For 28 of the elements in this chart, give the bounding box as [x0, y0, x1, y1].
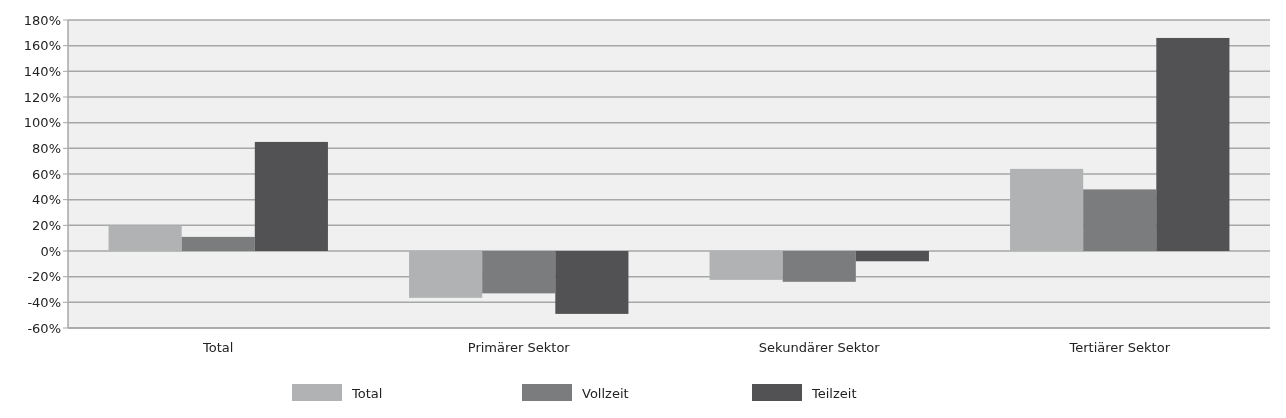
bar [555, 251, 629, 314]
x-tick-label: Tertiärer Sektor [1068, 340, 1171, 355]
legend-label: Total [351, 385, 383, 401]
bar [181, 236, 255, 251]
y-tick-label: 20% [32, 217, 61, 233]
legend-label: Vollzeit [582, 385, 629, 401]
y-tick-label: 0% [40, 243, 61, 259]
y-tick-label: 160% [23, 38, 61, 54]
legend-label: Teilzeit [811, 385, 857, 401]
bar [782, 251, 856, 282]
bar [855, 251, 929, 262]
x-tick-label: Total [202, 340, 234, 355]
bar [1156, 37, 1230, 251]
y-tick-label: 180% [23, 12, 61, 28]
y-tick-label: -40% [27, 294, 61, 310]
x-tick-label: Sekundärer Sektor [758, 340, 881, 355]
bar [254, 141, 328, 251]
y-tick-label: -60% [27, 320, 61, 336]
y-tick-label: 100% [23, 115, 61, 131]
y-tick-label: 60% [32, 166, 61, 182]
y-tick-label: -20% [27, 269, 61, 285]
y-tick-label: 40% [32, 192, 61, 208]
bar [1083, 189, 1157, 251]
x-tick-label: Primärer Sektor [467, 340, 571, 355]
y-tick-label: 120% [23, 89, 61, 105]
bar [482, 251, 556, 294]
y-tick-label: 140% [23, 63, 61, 79]
y-tick-label: 80% [32, 140, 61, 156]
